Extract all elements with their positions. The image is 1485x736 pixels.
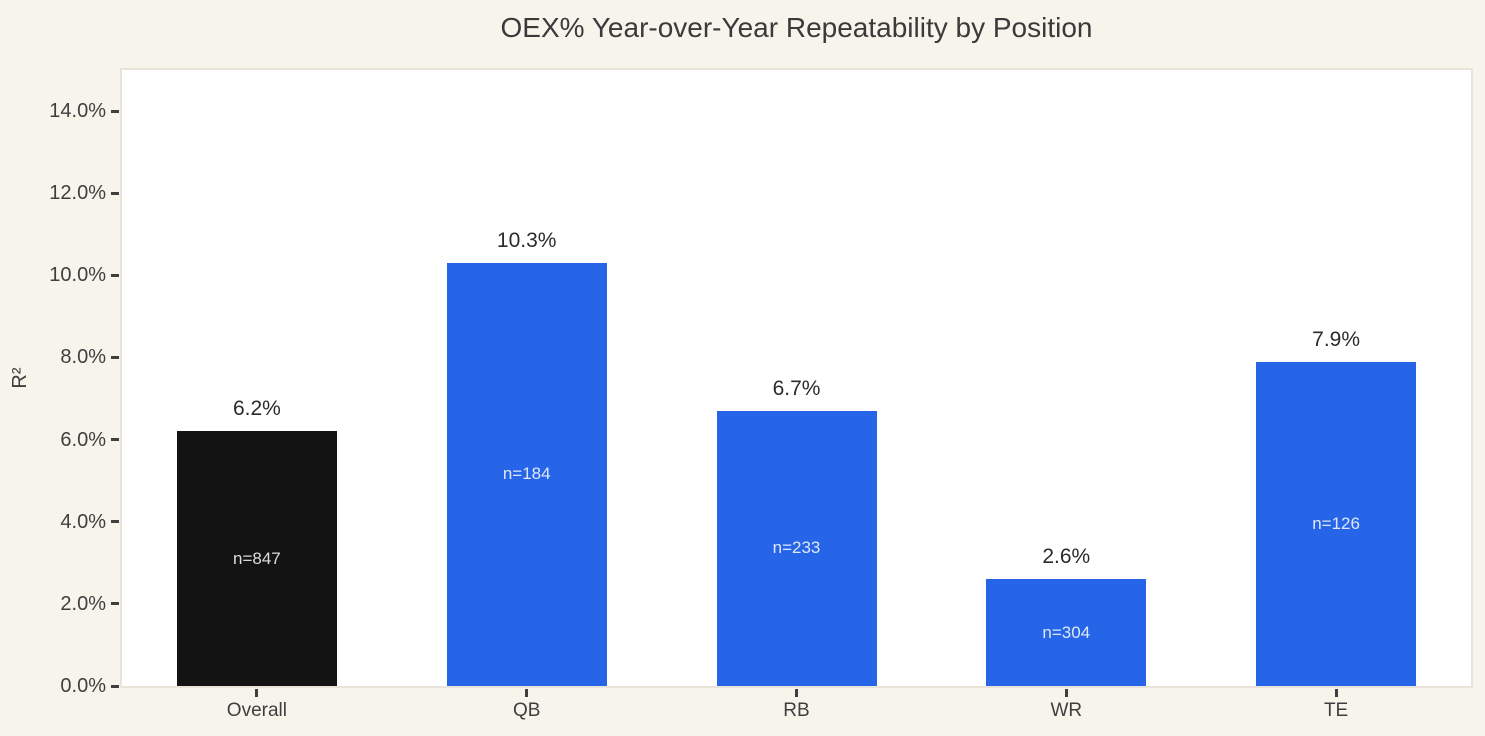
x-tick-mark (525, 689, 529, 697)
y-tick-mark (111, 684, 119, 688)
bar-value-label: 10.3% (496, 229, 557, 252)
bar-value-label: 6.2% (232, 397, 281, 421)
x-tick-mark (1334, 689, 1338, 697)
y-tick-mark (111, 109, 119, 113)
y-tick-mark (111, 520, 119, 524)
bar: n=126 (1256, 361, 1417, 686)
y-tick-label: 12.0% (49, 182, 106, 205)
bar-value-label: 6.7% (772, 376, 821, 400)
x-tick-mark (1064, 689, 1068, 697)
bar-value-label: 7.9% (1312, 327, 1361, 351)
bar-sample-size-label: n=184 (502, 464, 551, 484)
bar-sample-size-label: n=233 (772, 538, 821, 558)
y-tick-label: 8.0% (60, 346, 106, 369)
y-tick-mark (111, 191, 119, 195)
x-tick-mark (255, 689, 259, 697)
y-tick-label: 6.0% (60, 428, 106, 451)
bar-sample-size-label: n=847 (233, 548, 281, 568)
bar-sample-size-label: n=126 (1312, 513, 1360, 533)
bar: n=847 (176, 431, 337, 686)
y-tick-label: 2.0% (60, 592, 106, 615)
y-tick-label: 10.0% (49, 264, 106, 287)
x-tick-mark (795, 689, 798, 697)
y-tick-label: 4.0% (60, 510, 106, 533)
y-tick-label: 0.0% (60, 675, 106, 697)
bar: n=184 (446, 263, 607, 686)
bar: n=233 (716, 410, 877, 686)
y-tick-mark (111, 355, 119, 359)
bar-value-label: 2.6% (1042, 545, 1091, 569)
x-tick-label: Overall (226, 700, 287, 721)
x-tick-label: WR (1050, 700, 1083, 721)
y-tick-mark (111, 438, 119, 442)
x-tick-label: TE (1323, 700, 1349, 721)
x-tick-label: RB (783, 700, 810, 721)
y-axis-label: R² (9, 367, 31, 389)
bar-sample-size-label: n=304 (1042, 622, 1091, 642)
bar: n=304 (986, 579, 1147, 686)
chart-title: OEX% Year-over-Year Repeatability by Pos… (500, 12, 1093, 43)
y-tick-label: 14.0% (49, 100, 106, 123)
y-tick-mark (111, 273, 119, 277)
x-tick-label: QB (512, 700, 541, 721)
y-tick-mark (111, 602, 119, 606)
